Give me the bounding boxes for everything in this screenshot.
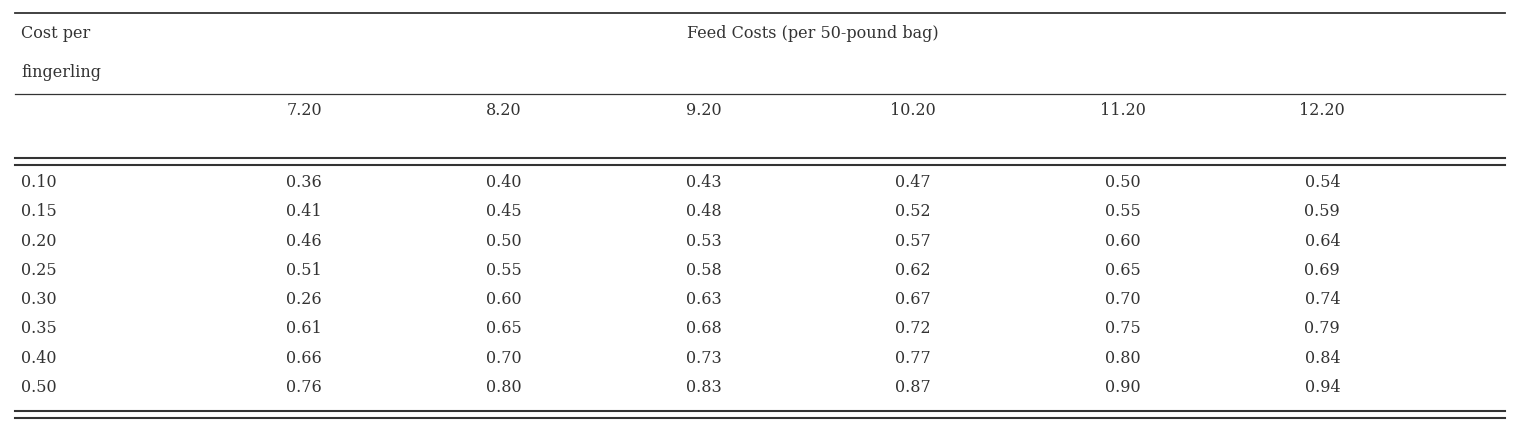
- Text: 0.15: 0.15: [21, 204, 57, 221]
- Text: 0.45: 0.45: [486, 204, 522, 221]
- Text: 0.10: 0.10: [21, 174, 57, 191]
- Text: 0.66: 0.66: [286, 349, 322, 366]
- Text: 0.94: 0.94: [1304, 379, 1341, 396]
- Text: 0.40: 0.40: [21, 349, 56, 366]
- Text: 0.76: 0.76: [286, 379, 322, 396]
- Text: 0.53: 0.53: [685, 233, 722, 250]
- Text: 8.20: 8.20: [486, 102, 522, 119]
- Text: Cost per: Cost per: [21, 26, 91, 42]
- Text: 0.35: 0.35: [21, 320, 57, 337]
- Text: 0.48: 0.48: [685, 204, 722, 221]
- Text: 0.65: 0.65: [486, 320, 522, 337]
- Text: 10.20: 10.20: [890, 102, 937, 119]
- Text: 0.84: 0.84: [1304, 349, 1341, 366]
- Text: 0.47: 0.47: [896, 174, 930, 191]
- Text: 0.63: 0.63: [685, 291, 722, 308]
- Text: 0.60: 0.60: [1104, 233, 1141, 250]
- Text: 0.69: 0.69: [1304, 262, 1341, 279]
- Text: 0.80: 0.80: [486, 379, 522, 396]
- Text: 0.79: 0.79: [1304, 320, 1341, 337]
- Text: 0.58: 0.58: [685, 262, 722, 279]
- Text: 7.20: 7.20: [286, 102, 322, 119]
- Text: 0.50: 0.50: [486, 233, 522, 250]
- Text: 0.62: 0.62: [896, 262, 930, 279]
- Text: 0.73: 0.73: [685, 349, 722, 366]
- Text: 0.36: 0.36: [286, 174, 322, 191]
- Text: 0.43: 0.43: [685, 174, 722, 191]
- Text: 0.64: 0.64: [1304, 233, 1341, 250]
- Text: fingerling: fingerling: [21, 64, 101, 81]
- Text: 0.83: 0.83: [685, 379, 722, 396]
- Text: 0.50: 0.50: [1104, 174, 1141, 191]
- Text: 0.25: 0.25: [21, 262, 57, 279]
- Text: 0.40: 0.40: [486, 174, 522, 191]
- Text: 0.61: 0.61: [286, 320, 322, 337]
- Text: 0.30: 0.30: [21, 291, 57, 308]
- Text: 0.26: 0.26: [286, 291, 322, 308]
- Text: 0.90: 0.90: [1104, 379, 1141, 396]
- Text: 0.59: 0.59: [1304, 204, 1341, 221]
- Text: 0.72: 0.72: [896, 320, 930, 337]
- Text: 0.55: 0.55: [486, 262, 522, 279]
- Text: 0.80: 0.80: [1104, 349, 1141, 366]
- Text: 0.70: 0.70: [486, 349, 522, 366]
- Text: 0.57: 0.57: [896, 233, 930, 250]
- Text: 0.75: 0.75: [1104, 320, 1141, 337]
- Text: 0.68: 0.68: [685, 320, 722, 337]
- Text: 0.65: 0.65: [1104, 262, 1141, 279]
- Text: 0.74: 0.74: [1304, 291, 1341, 308]
- Text: 0.41: 0.41: [286, 204, 322, 221]
- Text: 0.87: 0.87: [896, 379, 930, 396]
- Text: 9.20: 9.20: [685, 102, 722, 119]
- Text: 11.20: 11.20: [1100, 102, 1145, 119]
- Text: Feed Costs (per 50-pound bag): Feed Costs (per 50-pound bag): [687, 26, 940, 42]
- Text: 0.20: 0.20: [21, 233, 56, 250]
- Text: 0.51: 0.51: [286, 262, 322, 279]
- Text: 0.70: 0.70: [1104, 291, 1141, 308]
- Text: 0.46: 0.46: [286, 233, 322, 250]
- Text: 0.54: 0.54: [1304, 174, 1341, 191]
- Text: 0.55: 0.55: [1104, 204, 1141, 221]
- Text: 0.50: 0.50: [21, 379, 57, 396]
- Text: 0.67: 0.67: [896, 291, 930, 308]
- Text: 0.60: 0.60: [486, 291, 522, 308]
- Text: 0.52: 0.52: [896, 204, 930, 221]
- Text: 0.77: 0.77: [896, 349, 930, 366]
- Text: 12.20: 12.20: [1300, 102, 1345, 119]
